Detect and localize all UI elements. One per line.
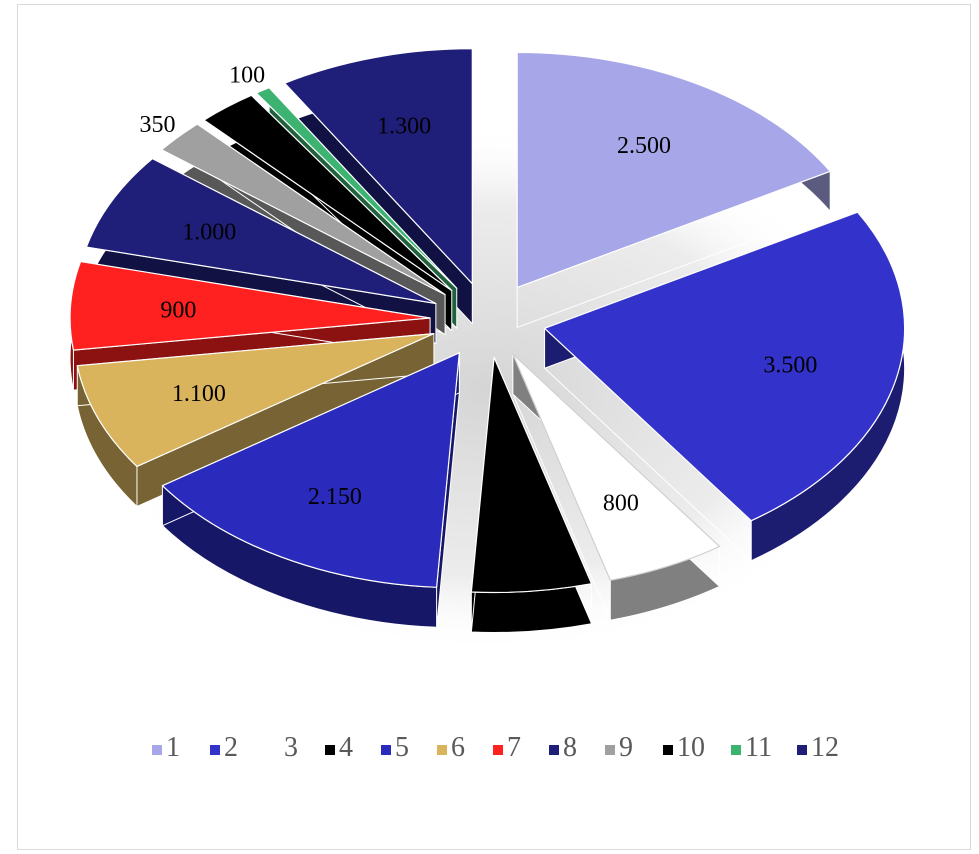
legend-swatch-1	[152, 745, 162, 755]
legend-item-4: 4	[325, 732, 353, 763]
data-label-9: 350	[139, 112, 175, 138]
legend-label-10: 10	[677, 732, 705, 763]
pie-slice-8	[85, 158, 437, 305]
pie-slice-1	[516, 51, 831, 289]
pie-slice-5	[161, 352, 460, 588]
pie-slice-6	[76, 332, 435, 468]
pie-slice-10	[203, 94, 453, 292]
data-label-10: 400	[276, 150, 312, 176]
pie-slice-4	[470, 356, 593, 594]
legend-swatch-2	[210, 745, 220, 755]
legend-swatch-5	[381, 745, 391, 755]
data-label-6: 1.100	[172, 381, 226, 407]
pie-slice-2	[543, 211, 906, 522]
legend-item-12: 12	[797, 732, 839, 763]
legend-item-2: 2	[210, 732, 238, 763]
data-label-8: 1.000	[182, 219, 236, 245]
data-label-1: 2.500	[617, 133, 671, 159]
pie-slice-12	[284, 48, 473, 285]
pie-slice-11	[255, 87, 458, 289]
data-label-5: 2.150	[308, 484, 362, 510]
legend-swatch-9	[605, 745, 615, 755]
legend-label-5: 5	[395, 732, 409, 763]
legend-item-7: 7	[493, 732, 521, 763]
legend-swatch-7	[493, 745, 503, 755]
legend-item-8: 8	[549, 732, 577, 763]
legend-label-2: 2	[224, 732, 238, 763]
data-label-3: 800	[603, 491, 639, 517]
legend-item-10: 10	[663, 732, 705, 763]
data-label-11: 100	[229, 62, 265, 88]
legend-label-11: 11	[745, 732, 772, 763]
legend-item-6: 6	[437, 732, 465, 763]
pie-slice-9	[161, 123, 446, 296]
legend-label-1: 1	[166, 732, 180, 763]
data-label-12: 1.300	[377, 113, 431, 139]
legend-swatch-8	[549, 745, 559, 755]
legend-item-1: 1	[152, 732, 180, 763]
legend-swatch-10	[663, 745, 673, 755]
pie-slice-3	[512, 353, 721, 581]
legend-item-11: 11	[731, 732, 772, 763]
legend-label-9: 9	[619, 732, 633, 763]
legend-swatch-4	[325, 745, 335, 755]
legend-label-4: 4	[339, 732, 353, 763]
legend-label-3: 3	[284, 732, 298, 763]
legend-label-6: 6	[451, 732, 465, 763]
legend-item-5: 5	[381, 732, 409, 763]
legend-swatch-12	[797, 745, 807, 755]
legend-label-7: 7	[507, 732, 521, 763]
legend-item-3: 3	[270, 732, 298, 763]
legend-label-8: 8	[563, 732, 577, 763]
legend-swatch-6	[437, 745, 447, 755]
legend-swatch-3	[270, 745, 280, 755]
data-label-7: 900	[160, 297, 196, 323]
legend-item-9: 9	[605, 732, 633, 763]
legend-swatch-11	[731, 745, 741, 755]
legend-label-12: 12	[811, 732, 839, 763]
data-label-2: 3.500	[763, 352, 817, 378]
pie-slice-7	[69, 260, 431, 351]
data-label-4: 800	[503, 509, 539, 535]
